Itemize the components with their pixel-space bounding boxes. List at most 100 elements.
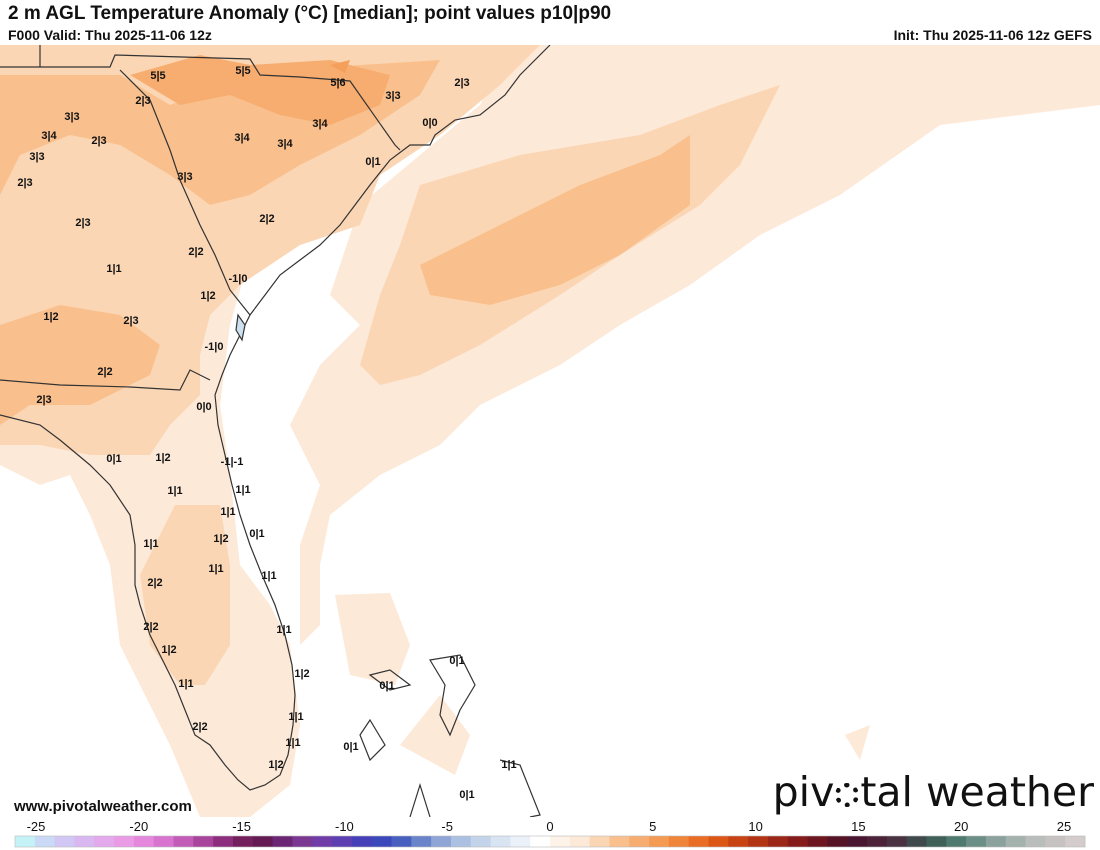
colorbar-cell [569, 836, 591, 847]
colorbar-cell [312, 836, 333, 847]
point-value: 1|2 [268, 759, 283, 771]
point-value: 5|5 [150, 70, 165, 82]
point-value: 3|3 [64, 111, 79, 123]
colorbar-tick-label: -5 [441, 819, 453, 834]
colorbar-cell [1005, 836, 1026, 847]
colorbar-cell [74, 836, 95, 847]
point-value: 2|2 [97, 366, 112, 378]
point-value: 1|2 [294, 668, 309, 680]
colorbar-cell [450, 836, 472, 847]
point-value: 2|3 [36, 394, 51, 406]
point-value: 0|1 [106, 453, 121, 465]
colorbar-cell [213, 836, 234, 847]
colorbar-cell [431, 836, 452, 847]
gear-icon [835, 783, 860, 807]
point-value: 2|2 [192, 721, 207, 733]
point-value: 2|2 [259, 213, 274, 225]
colorbar-cell [906, 836, 927, 847]
anomaly-band-2-fl [140, 505, 230, 685]
anomaly-band-light [0, 45, 1100, 817]
colorbar-cell [173, 836, 194, 847]
colorbar-cell [867, 836, 888, 847]
anomaly-band-light-island [400, 695, 470, 775]
colorbar-cell [470, 836, 491, 847]
colorbar-cells [14, 835, 1086, 848]
website-url[interactable]: www.pivotalweather.com [14, 798, 192, 815]
colorbar-cell [550, 836, 571, 847]
point-value: 1|1 [220, 506, 235, 518]
point-value: 1|1 [106, 263, 121, 275]
state-border-nc-sc [0, 54, 401, 151]
anomaly-map[interactable]: 5|5 5|5 5|6 2|3 3|3 0|0 2|3 3|3 3|4 2|3 … [0, 45, 1100, 817]
pivotal-weather-logo: piv tal weather [772, 768, 1094, 816]
state-border-ga-sc [119, 69, 251, 316]
colorbar-cell [292, 836, 313, 847]
point-value: 5|5 [235, 65, 250, 77]
colorbar-tick-label: -25 [27, 819, 46, 834]
colorbar-cell [371, 836, 392, 847]
colorbar-cell [728, 836, 749, 847]
colorbar-cell [946, 836, 967, 847]
point-value: 0|1 [459, 789, 474, 801]
colorbar-cell [827, 836, 848, 847]
point-value: 2|3 [135, 95, 150, 107]
colorbar-cell [966, 836, 987, 847]
colorbar-cell [688, 836, 709, 847]
colorbar: -25 -20 -15 -10 -5 0 5 10 15 20 25 [14, 819, 1086, 848]
colorbar-cell [15, 836, 36, 847]
point-value: -1|0 [229, 273, 248, 285]
anomaly-band-light-bahamas [335, 593, 410, 685]
colorbar-cell [34, 836, 56, 847]
point-value: 0|1 [249, 528, 264, 540]
colorbar-cell [272, 836, 293, 847]
colorbar-tick-label: 0 [546, 819, 553, 834]
colorbar-cell [94, 836, 115, 847]
colorbar-cell [649, 836, 670, 847]
colorbar-cell [232, 836, 254, 847]
point-value: 1|1 [261, 570, 276, 582]
colorbar-ticks: -25 -20 -15 -10 -5 0 5 10 15 20 25 [27, 819, 1072, 834]
point-value: 1|2 [161, 644, 176, 656]
colorbar-tick-label: 20 [954, 819, 968, 834]
point-value: 0|0 [196, 401, 211, 413]
colorbar-cell [748, 836, 769, 847]
point-value: 1|1 [178, 678, 193, 690]
point-value: 1|1 [167, 485, 182, 497]
colorbar-tick-label: -20 [129, 819, 148, 834]
point-value: 1|1 [276, 624, 291, 636]
point-value: 1|1 [235, 484, 250, 496]
colorbar-cell [530, 836, 551, 847]
anomaly-band-4 [130, 55, 390, 125]
point-value: 2|3 [91, 135, 106, 147]
point-value: 3|3 [385, 90, 400, 102]
point-value: 5|6 [330, 77, 345, 89]
colorbar-cell [847, 836, 868, 847]
point-value: 2|3 [75, 217, 90, 229]
colorbar-tick-label: 10 [748, 819, 762, 834]
state-border-ga-fl [0, 369, 211, 391]
point-value: 1|1 [285, 737, 300, 749]
colorbar-cell [609, 836, 630, 847]
point-value: 2|2 [147, 577, 162, 589]
point-value: 1|2 [200, 290, 215, 302]
point-value: 0|1 [449, 655, 464, 667]
point-value: 3|4 [312, 118, 328, 130]
point-value: 2|3 [17, 177, 32, 189]
point-value: 1|1 [288, 711, 303, 723]
colorbar-tick-label: 15 [851, 819, 865, 834]
cuba-edge [409, 782, 431, 817]
colorbar-cell [926, 836, 947, 847]
colorbar-cell [332, 836, 353, 847]
colorbar-cell [1045, 836, 1066, 847]
colorbar-cell [411, 836, 432, 847]
colorbar-cell [153, 836, 174, 847]
point-value: 0|0 [422, 117, 437, 129]
andros-island [359, 718, 386, 762]
point-value-labels: 5|5 5|5 5|6 2|3 3|3 0|0 2|3 3|3 3|4 2|3 … [17, 65, 516, 801]
point-value: 0|1 [365, 156, 380, 168]
grand-bahama-island [368, 669, 412, 691]
point-value: 2|3 [123, 315, 138, 327]
colorbar-cell [886, 836, 908, 847]
point-value: 1|2 [155, 452, 170, 464]
anomaly-band-3-west [0, 305, 160, 425]
